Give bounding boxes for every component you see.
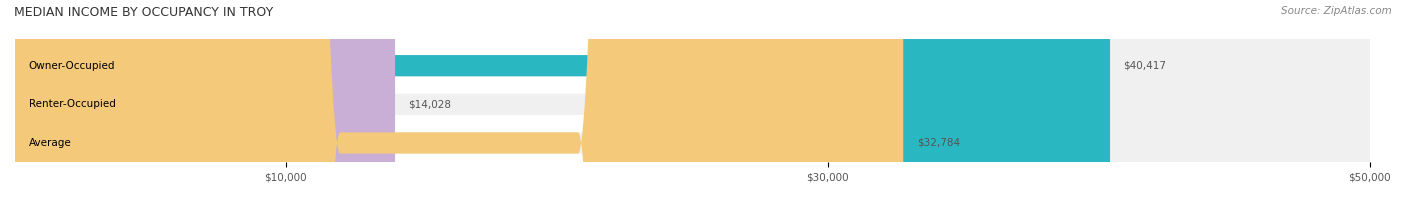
FancyBboxPatch shape <box>15 0 1369 197</box>
FancyBboxPatch shape <box>15 0 1369 197</box>
Text: Renter-Occupied: Renter-Occupied <box>28 99 115 109</box>
FancyBboxPatch shape <box>15 0 1369 197</box>
Text: Source: ZipAtlas.com: Source: ZipAtlas.com <box>1281 6 1392 16</box>
FancyBboxPatch shape <box>15 0 903 197</box>
Text: Average: Average <box>28 138 72 148</box>
Text: $40,417: $40,417 <box>1123 61 1167 71</box>
Text: Owner-Occupied: Owner-Occupied <box>28 61 115 71</box>
FancyBboxPatch shape <box>15 0 395 197</box>
Text: MEDIAN INCOME BY OCCUPANCY IN TROY: MEDIAN INCOME BY OCCUPANCY IN TROY <box>14 6 273 19</box>
FancyBboxPatch shape <box>15 0 1111 197</box>
Text: $32,784: $32,784 <box>917 138 960 148</box>
Text: $14,028: $14,028 <box>409 99 451 109</box>
